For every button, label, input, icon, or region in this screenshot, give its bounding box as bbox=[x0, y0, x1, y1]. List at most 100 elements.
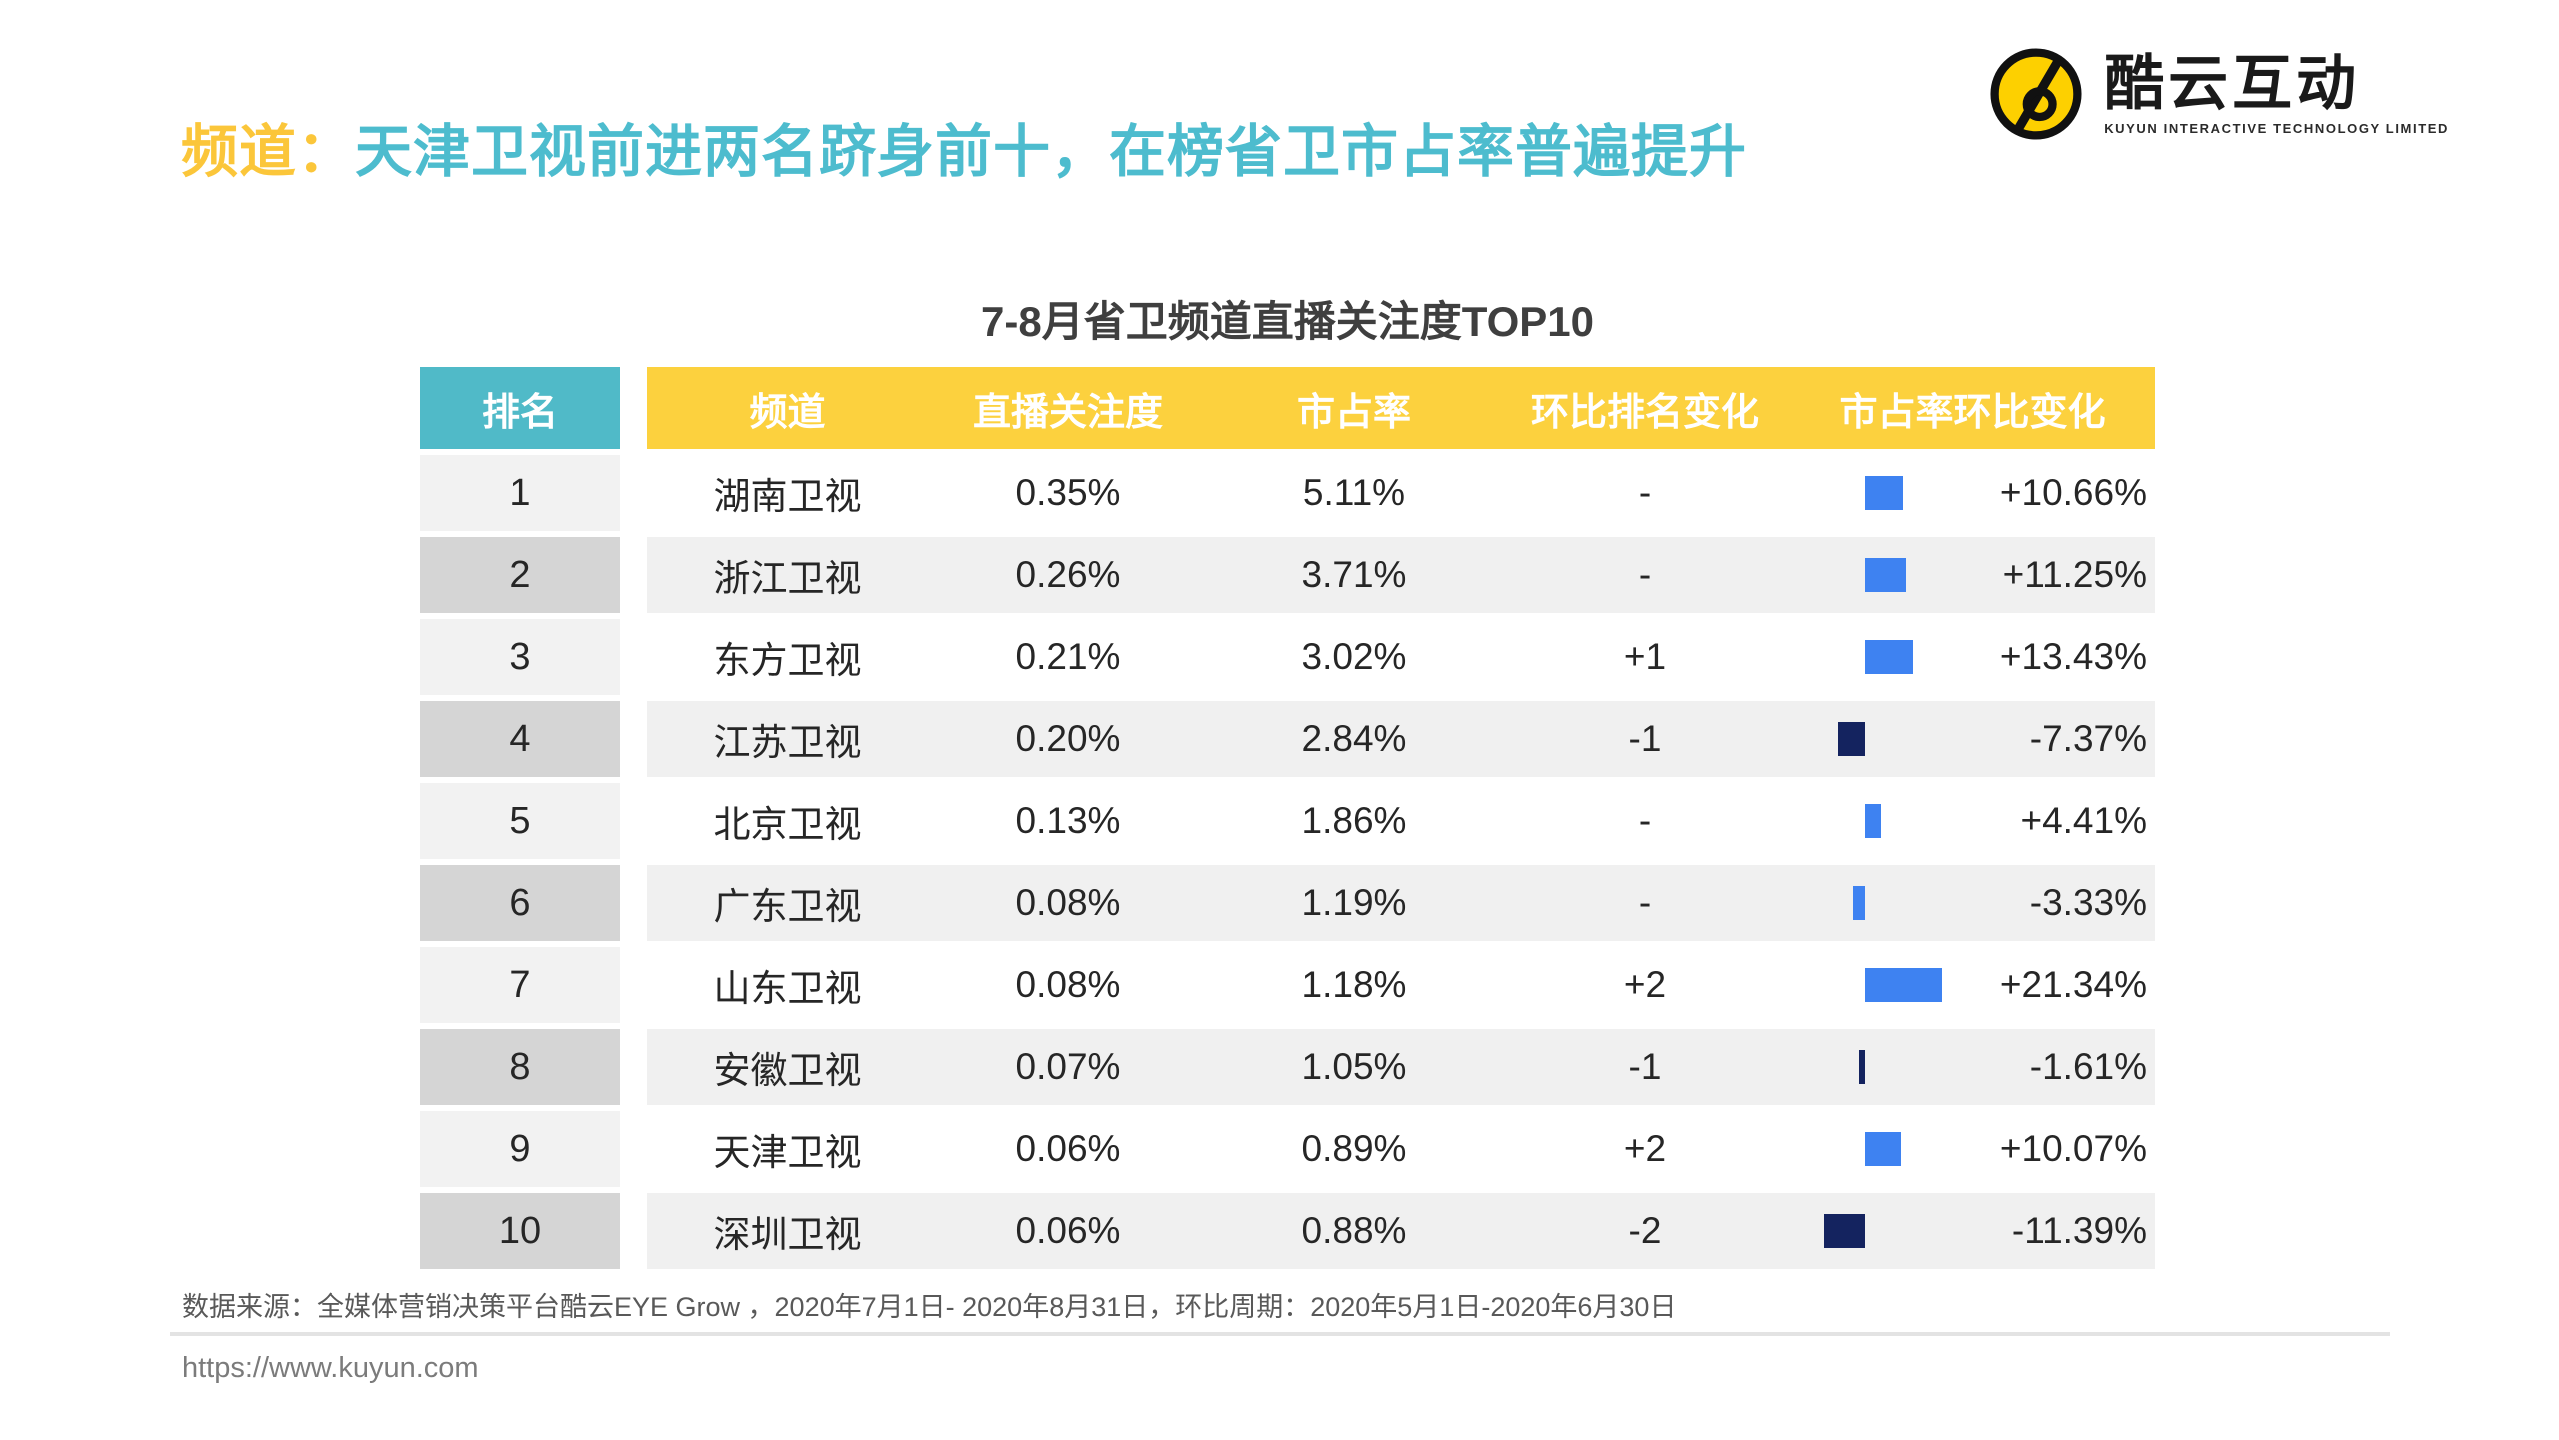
channel-cell: 安徽卫视 bbox=[713, 1050, 862, 1091]
channel-cell: 天津卫视 bbox=[713, 1132, 862, 1173]
attention-cell: 0.06% bbox=[1015, 1128, 1121, 1169]
attention-cell: 0.08% bbox=[1015, 882, 1121, 923]
table-row: 1 湖南卫视 0.35% 5.11% - +10.66% bbox=[420, 455, 2155, 531]
row-body: 深圳卫视 0.06% 0.88% -2 -11.39% bbox=[647, 1193, 2155, 1269]
share-change-cell: -1.61% bbox=[1790, 1029, 2155, 1105]
share-cell: 1.05% bbox=[1301, 1046, 1407, 1087]
share-change-bar bbox=[1865, 804, 1881, 838]
share-cell: 1.19% bbox=[1301, 882, 1407, 923]
rank-cell: 4 bbox=[420, 701, 620, 777]
table-title: 7-8月省卫频道直播关注度TOP10 bbox=[981, 298, 1594, 345]
kuyun-logo-icon bbox=[1990, 48, 2082, 140]
table-row: 6 广东卫视 0.08% 1.19% - -3.33% bbox=[420, 865, 2155, 941]
share-change-bar bbox=[1853, 886, 1865, 920]
row-body: 江苏卫视 0.20% 2.84% -1 -7.37% bbox=[647, 701, 2155, 777]
share-change-cell: +10.66% bbox=[1790, 455, 2155, 531]
logo-company-name: 酷云互动 bbox=[2104, 50, 2361, 117]
table-row: 8 安徽卫视 0.07% 1.05% -1 -1.61% bbox=[420, 1029, 2155, 1105]
kuyun-logo-text: 酷云互动 KUYUN INTERACTIVE TECHNOLOGY LIMITE… bbox=[2104, 52, 2449, 136]
table-header-main: 频道 直播关注度 市占率 环比排名变化 市占率环比变化 bbox=[647, 367, 2155, 449]
channel-cell: 江苏卫视 bbox=[713, 722, 862, 763]
attention-cell: 0.21% bbox=[1015, 636, 1121, 677]
rank-change-cell: - bbox=[1638, 882, 1652, 923]
page-title: 频道：天津卫视前进两名跻身前十，在榜省卫市占率普遍提升 bbox=[181, 106, 1747, 188]
share-change-cell: +11.25% bbox=[1790, 537, 2155, 613]
row-body: 北京卫视 0.13% 1.86% - +4.41% bbox=[647, 783, 2155, 859]
share-cell: 5.11% bbox=[1302, 472, 1406, 513]
share-cell: 2.84% bbox=[1301, 718, 1407, 759]
attention-cell: 0.13% bbox=[1015, 800, 1121, 841]
share-change-bar bbox=[1824, 1214, 1865, 1248]
share-change-cell: +13.43% bbox=[1790, 619, 2155, 695]
attention-cell: 0.26% bbox=[1015, 554, 1121, 595]
top10-table: 排名 频道 直播关注度 市占率 环比排名变化 市占率环比变化 1 湖南卫视 0.… bbox=[420, 367, 2155, 1275]
column-gap bbox=[620, 537, 647, 613]
footer-divider bbox=[170, 1332, 2390, 1336]
channel-cell: 广东卫视 bbox=[713, 886, 862, 927]
column-gap bbox=[620, 701, 647, 777]
share-change-bar bbox=[1859, 1050, 1865, 1084]
share-change-value: -3.33% bbox=[2029, 882, 2147, 923]
share-change-value: +10.66% bbox=[1999, 472, 2147, 513]
attention-cell: 0.08% bbox=[1015, 964, 1121, 1005]
column-gap bbox=[620, 367, 647, 449]
row-body: 东方卫视 0.21% 3.02% +1 +13.43% bbox=[647, 619, 2155, 695]
share-change-cell: +4.41% bbox=[1790, 783, 2155, 859]
rank-cell: 2 bbox=[420, 537, 620, 613]
share-change-bar bbox=[1865, 1132, 1901, 1166]
channel-cell: 浙江卫视 bbox=[713, 558, 862, 599]
share-change-bar bbox=[1865, 476, 1903, 510]
share-change-cell: -11.39% bbox=[1790, 1193, 2155, 1269]
channel-cell: 山东卫视 bbox=[713, 968, 862, 1009]
share-cell: 0.88% bbox=[1301, 1210, 1407, 1251]
share-change-cell: +21.34% bbox=[1790, 947, 2155, 1023]
share-change-bar bbox=[1865, 640, 1913, 674]
share-change-value: +21.34% bbox=[1999, 964, 2147, 1005]
share-change-bar bbox=[1865, 558, 1906, 592]
share-change-value: -11.39% bbox=[2011, 1210, 2147, 1251]
share-cell: 0.89% bbox=[1301, 1128, 1407, 1169]
channel-cell: 北京卫视 bbox=[713, 804, 862, 845]
rank-change-cell: -1 bbox=[1628, 718, 1662, 759]
rank-change-cell: +2 bbox=[1623, 1128, 1667, 1169]
kuyun-logo: 酷云互动 KUYUN INTERACTIVE TECHNOLOGY LIMITE… bbox=[1990, 48, 2449, 140]
table-row: 5 北京卫视 0.13% 1.86% - +4.41% bbox=[420, 783, 2155, 859]
rank-change-cell: - bbox=[1638, 472, 1652, 513]
attention-cell: 0.35% bbox=[1015, 472, 1121, 513]
header-share: 市占率 bbox=[1296, 391, 1411, 434]
row-body: 天津卫视 0.06% 0.89% +2 +10.07% bbox=[647, 1111, 2155, 1187]
share-change-value: -1.61% bbox=[2029, 1046, 2147, 1087]
channel-cell: 湖南卫视 bbox=[713, 476, 862, 517]
share-change-value: -7.37% bbox=[2029, 718, 2147, 759]
share-change-value: +4.41% bbox=[2020, 800, 2147, 841]
rank-change-cell: +2 bbox=[1623, 964, 1667, 1005]
attention-cell: 0.07% bbox=[1015, 1046, 1121, 1087]
share-cell: 3.02% bbox=[1301, 636, 1407, 677]
rank-cell: 1 bbox=[420, 455, 620, 531]
rank-cell: 9 bbox=[420, 1111, 620, 1187]
share-change-value: +11.25% bbox=[2002, 554, 2147, 595]
share-change-value: +13.43% bbox=[1999, 636, 2147, 677]
data-source-note: 数据来源：全媒体营销决策平台酷云EYE Grow ，2020年7月1日- 202… bbox=[182, 1292, 1677, 1322]
header-share-change: 市占率环比变化 bbox=[1839, 391, 2106, 434]
rank-change-cell: +1 bbox=[1623, 636, 1667, 677]
share-cell: 1.18% bbox=[1301, 964, 1407, 1005]
header-channel: 频道 bbox=[749, 391, 826, 434]
channel-cell: 深圳卫视 bbox=[713, 1214, 862, 1255]
row-body: 浙江卫视 0.26% 3.71% - +11.25% bbox=[647, 537, 2155, 613]
table-row: 7 山东卫视 0.08% 1.18% +2 +21.34% bbox=[420, 947, 2155, 1023]
header-attention: 直播关注度 bbox=[972, 391, 1163, 434]
attention-cell: 0.06% bbox=[1015, 1210, 1121, 1251]
column-gap bbox=[620, 619, 647, 695]
row-body: 广东卫视 0.08% 1.19% - -3.33% bbox=[647, 865, 2155, 941]
rank-cell: 5 bbox=[420, 783, 620, 859]
logo-company-subtitle: KUYUN INTERACTIVE TECHNOLOGY LIMITED bbox=[2104, 121, 2449, 136]
website-url[interactable]: https://www.kuyun.com bbox=[182, 1352, 479, 1384]
share-change-bar bbox=[1838, 722, 1865, 756]
table-row: 2 浙江卫视 0.26% 3.71% - +11.25% bbox=[420, 537, 2155, 613]
header-rank-change: 环比排名变化 bbox=[1530, 391, 1759, 434]
row-body: 安徽卫视 0.07% 1.05% -1 -1.61% bbox=[647, 1029, 2155, 1105]
table-row: 10 深圳卫视 0.06% 0.88% -2 -11.39% bbox=[420, 1193, 2155, 1269]
rank-cell: 3 bbox=[420, 619, 620, 695]
